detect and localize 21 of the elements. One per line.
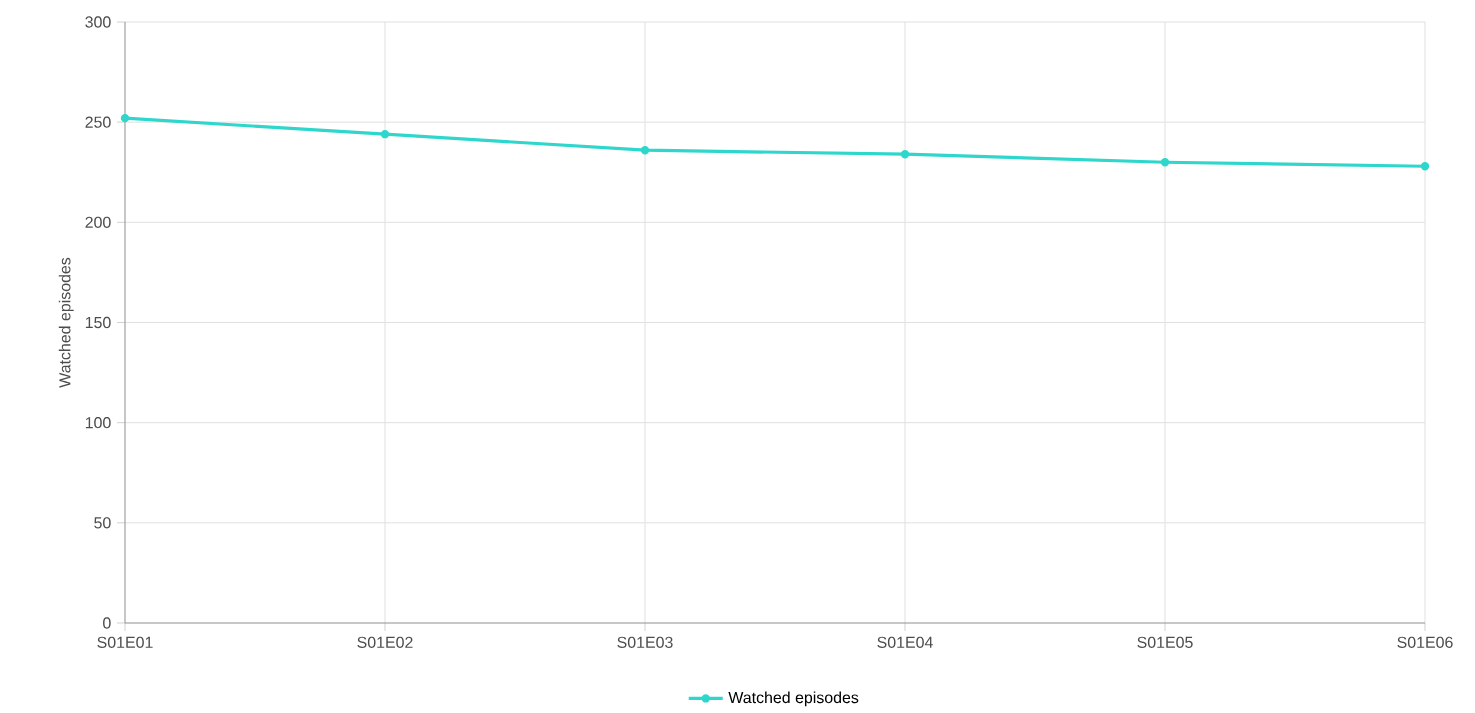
y-tick-label: 0 — [103, 617, 111, 629]
point — [1420, 161, 1430, 171]
x-tick-label: S01E05 — [1137, 636, 1193, 648]
point — [120, 113, 130, 123]
x-tick-label: S01E06 — [1397, 636, 1453, 648]
point — [640, 145, 650, 155]
y-tick-label: 250 — [85, 116, 111, 128]
y-tick-label: 200 — [85, 216, 111, 228]
y-tick-label: 150 — [85, 316, 111, 328]
point — [380, 129, 390, 139]
x-tick-label: S01E02 — [357, 636, 413, 648]
x-tick-label: S01E01 — [97, 636, 153, 648]
y-tick-label: 300 — [85, 16, 111, 28]
y-axis-title: Watched episodes — [58, 257, 74, 388]
x-tick-label: S01E04 — [877, 636, 933, 648]
y-tick-label: 50 — [94, 517, 111, 529]
x-tick-label: S01E03 — [617, 636, 673, 648]
legend-label: Watched episodes — [728, 691, 859, 707]
y-tick-label: 100 — [85, 416, 111, 429]
point — [900, 149, 910, 159]
point — [1160, 157, 1170, 167]
